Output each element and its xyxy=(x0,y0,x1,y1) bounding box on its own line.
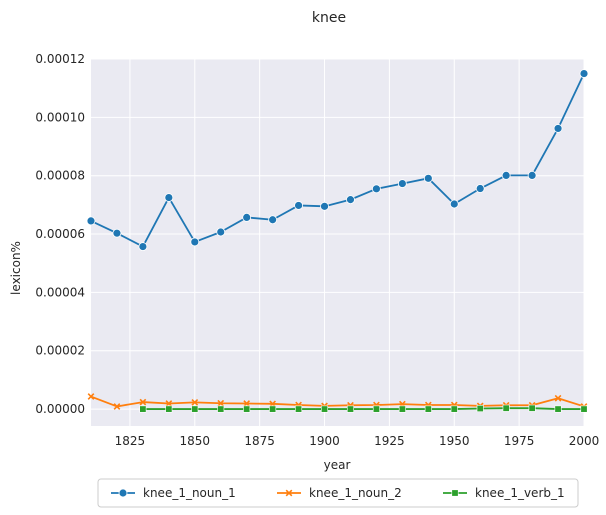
data-point xyxy=(346,195,355,205)
data-point xyxy=(216,227,226,237)
data-point xyxy=(295,405,303,413)
data-point xyxy=(449,199,459,209)
data-point xyxy=(424,405,432,413)
legend-swatch-marker xyxy=(451,489,459,497)
data-point xyxy=(87,393,95,400)
data-point xyxy=(346,405,354,413)
data-point xyxy=(450,405,458,413)
plot-area xyxy=(91,59,584,426)
series-knee_1_noun_1 xyxy=(86,69,589,251)
y-axis-label: lexicon% xyxy=(9,241,23,295)
x-tick-label: 1950 xyxy=(439,434,470,448)
data-point xyxy=(191,405,199,413)
data-point xyxy=(139,405,147,413)
data-point xyxy=(294,201,303,210)
data-point xyxy=(269,405,277,413)
data-point xyxy=(243,400,251,407)
x-tick-label: 1825 xyxy=(115,434,146,448)
legend-label: knee_1_verb_1 xyxy=(475,486,565,500)
data-point xyxy=(320,201,329,211)
y-tick-label: 0.00002 xyxy=(35,344,85,358)
data-point xyxy=(138,242,148,251)
data-point xyxy=(165,405,173,413)
data-point xyxy=(527,171,537,180)
y-tick-label: 0.00012 xyxy=(35,52,85,66)
data-point xyxy=(475,184,485,193)
y-tick-label: 0.00010 xyxy=(35,110,85,124)
y-tick-labels: 0.00000 0.00002 0.00004 0.00006 0.00008 0.000… xyxy=(35,52,85,416)
data-point xyxy=(579,69,589,78)
y-tick-label: 0.00006 xyxy=(35,227,85,241)
data-point xyxy=(217,405,225,413)
x-tick-label: 1975 xyxy=(504,434,535,448)
data-point xyxy=(86,216,96,226)
data-point xyxy=(321,405,329,413)
data-point xyxy=(553,124,563,133)
series-line xyxy=(142,407,584,410)
data-point xyxy=(528,404,536,412)
legend-item: knee_1_noun_1 xyxy=(111,486,236,500)
x-axis-label: year xyxy=(324,458,351,472)
chart-title: knee xyxy=(312,10,346,26)
data-point xyxy=(242,213,252,222)
series-line xyxy=(90,73,585,248)
y-tick-label: 0.00000 xyxy=(35,402,85,416)
x-tick-label: 1925 xyxy=(374,434,405,448)
data-point xyxy=(372,405,380,413)
data-point xyxy=(397,179,407,188)
x-tick-label: 2000 xyxy=(569,434,600,448)
legend: knee_1_noun_1 knee_1_noun_2 knee_1_verb_1 xyxy=(97,478,579,508)
y-tick-label: 0.00004 xyxy=(35,285,85,299)
data-point xyxy=(191,399,199,406)
series-line xyxy=(90,395,585,408)
data-point xyxy=(112,228,122,238)
data-point xyxy=(554,394,562,402)
data-point xyxy=(398,405,406,413)
data-point xyxy=(164,193,174,202)
legend-label: knee_1_noun_1 xyxy=(143,486,236,500)
series-knee_1_verb_1 xyxy=(139,404,588,413)
data-point xyxy=(243,405,251,413)
legend-item: knee_1_verb_1 xyxy=(443,486,565,500)
data-point xyxy=(113,403,121,410)
data-point xyxy=(501,171,511,180)
legend-frame xyxy=(97,478,579,508)
series-layer xyxy=(86,69,589,413)
data-point xyxy=(502,404,510,412)
x-tick-labels: 1825 1850 1875 1900 1925 1950 1975 2000 xyxy=(115,434,600,448)
data-point xyxy=(217,399,225,407)
data-point xyxy=(580,405,588,413)
x-tick-label: 1875 xyxy=(244,434,275,448)
data-point xyxy=(476,404,484,412)
data-point xyxy=(268,215,278,225)
data-point xyxy=(423,173,433,183)
x-tick-label: 1900 xyxy=(309,434,340,448)
legend-swatch-marker xyxy=(118,488,128,498)
data-point xyxy=(190,237,200,247)
legend-item: knee_1_noun_2 xyxy=(277,486,402,500)
data-point xyxy=(139,398,147,406)
data-point xyxy=(554,405,562,413)
data-point xyxy=(372,184,381,194)
y-tick-label: 0.00008 xyxy=(35,169,85,183)
legend-swatch-marker xyxy=(285,489,293,497)
x-tick-label: 1850 xyxy=(180,434,211,448)
legend-label: knee_1_noun_2 xyxy=(309,486,402,500)
data-point xyxy=(165,400,173,407)
